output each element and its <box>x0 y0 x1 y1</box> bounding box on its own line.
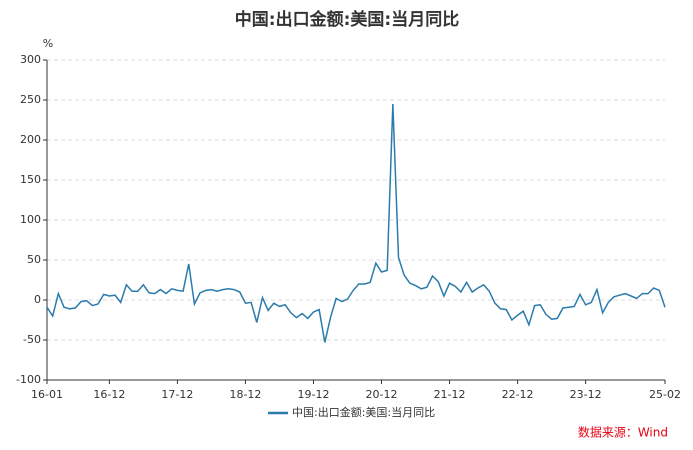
x-tick-label: 19-12 <box>297 388 329 401</box>
x-tick-label: 18-12 <box>229 388 261 401</box>
x-tick-label: 22-12 <box>502 388 534 401</box>
y-tick-label: 0 <box>34 293 41 306</box>
y-tick-label: 300 <box>20 53 41 66</box>
x-tick-label: 21-12 <box>434 388 466 401</box>
chart-title: 中国:出口金额:美国:当月同比 <box>235 9 459 30</box>
y-tick-label: -100 <box>16 373 41 386</box>
data-line <box>46 103 666 343</box>
y-tick-label: 50 <box>27 253 41 266</box>
y-tick-label: 100 <box>20 213 41 226</box>
x-tick-label: 16-12 <box>93 388 125 401</box>
legend-label: 中国:出口金额:美国:当月同比 <box>292 405 435 419</box>
x-tick-label: 20-12 <box>366 388 398 401</box>
x-tick-label: 25-02 <box>649 388 681 401</box>
x-tick-label: 17-12 <box>161 388 193 401</box>
y-tick-label: 200 <box>20 133 41 146</box>
x-tick-label: 16-01 <box>31 388 63 401</box>
y-tick-label: 150 <box>20 173 41 186</box>
source: 数据来源：Wind <box>578 425 668 440</box>
y-tick-label: -50 <box>23 333 41 346</box>
y-tick-label: 250 <box>20 93 41 106</box>
x-tick-label: 23-12 <box>570 388 602 401</box>
y-unit: % <box>43 37 53 50</box>
